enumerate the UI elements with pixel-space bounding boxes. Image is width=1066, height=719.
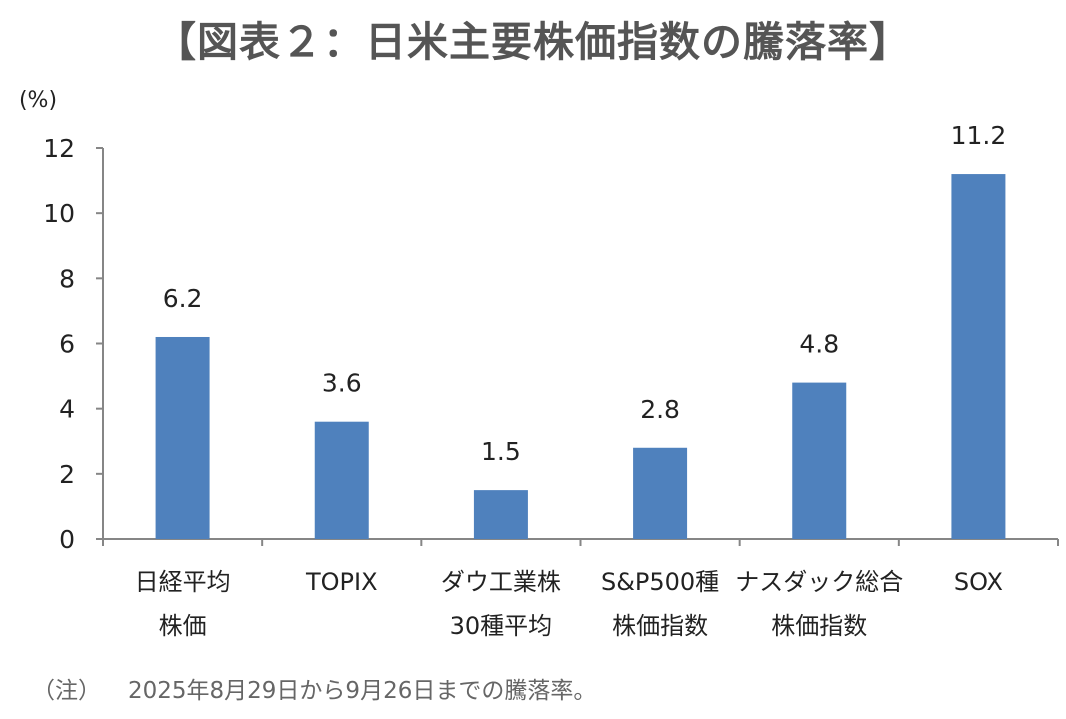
chart-note: （注） 2025年8月29日から9月26日までの騰落率。 <box>32 671 596 705</box>
data-label: 6.2 <box>163 284 203 313</box>
category-label: SOX <box>954 568 1003 596</box>
y-tick-label: 8 <box>59 264 75 293</box>
category-label: 30種平均 <box>450 612 553 640</box>
y-tick-label: 10 <box>43 199 75 228</box>
y-axis-unit: (%) <box>19 88 57 113</box>
bar <box>792 382 847 539</box>
bars <box>155 174 1006 540</box>
note-prefix: （注） <box>32 678 101 704</box>
data-label: 4.8 <box>799 330 839 359</box>
bar <box>473 490 528 539</box>
y-tick-label: 2 <box>59 460 75 489</box>
category-label: 株価指数 <box>612 612 708 640</box>
category-label: 株価 <box>159 612 207 640</box>
bar <box>155 336 210 539</box>
category-label: TOPIX <box>305 568 378 596</box>
bar <box>633 447 688 539</box>
y-tick-label: 4 <box>59 395 75 424</box>
bar <box>314 421 369 539</box>
data-label: 3.6 <box>322 369 362 398</box>
chart-title: 【図表２：日米主要株価指数の騰落率】 <box>155 18 911 66</box>
data-label: 11.2 <box>951 121 1007 150</box>
category-label: S&P500種 <box>601 568 719 596</box>
category-label: 日経平均 <box>135 568 231 596</box>
y-tick-label: 12 <box>43 134 75 163</box>
bar <box>951 174 1006 540</box>
category-label: ナスダック総合 <box>735 568 903 596</box>
category-label: ダウ工業株 <box>441 568 561 596</box>
axes <box>96 147 1059 546</box>
category-label: 株価指数 <box>771 612 867 640</box>
data-label: 2.8 <box>640 395 680 424</box>
note-text: 2025年8月29日から9月26日までの騰落率。 <box>128 678 597 704</box>
y-tick-label: 0 <box>59 525 75 554</box>
data-label: 1.5 <box>481 437 521 466</box>
y-tick-label: 6 <box>59 330 75 359</box>
